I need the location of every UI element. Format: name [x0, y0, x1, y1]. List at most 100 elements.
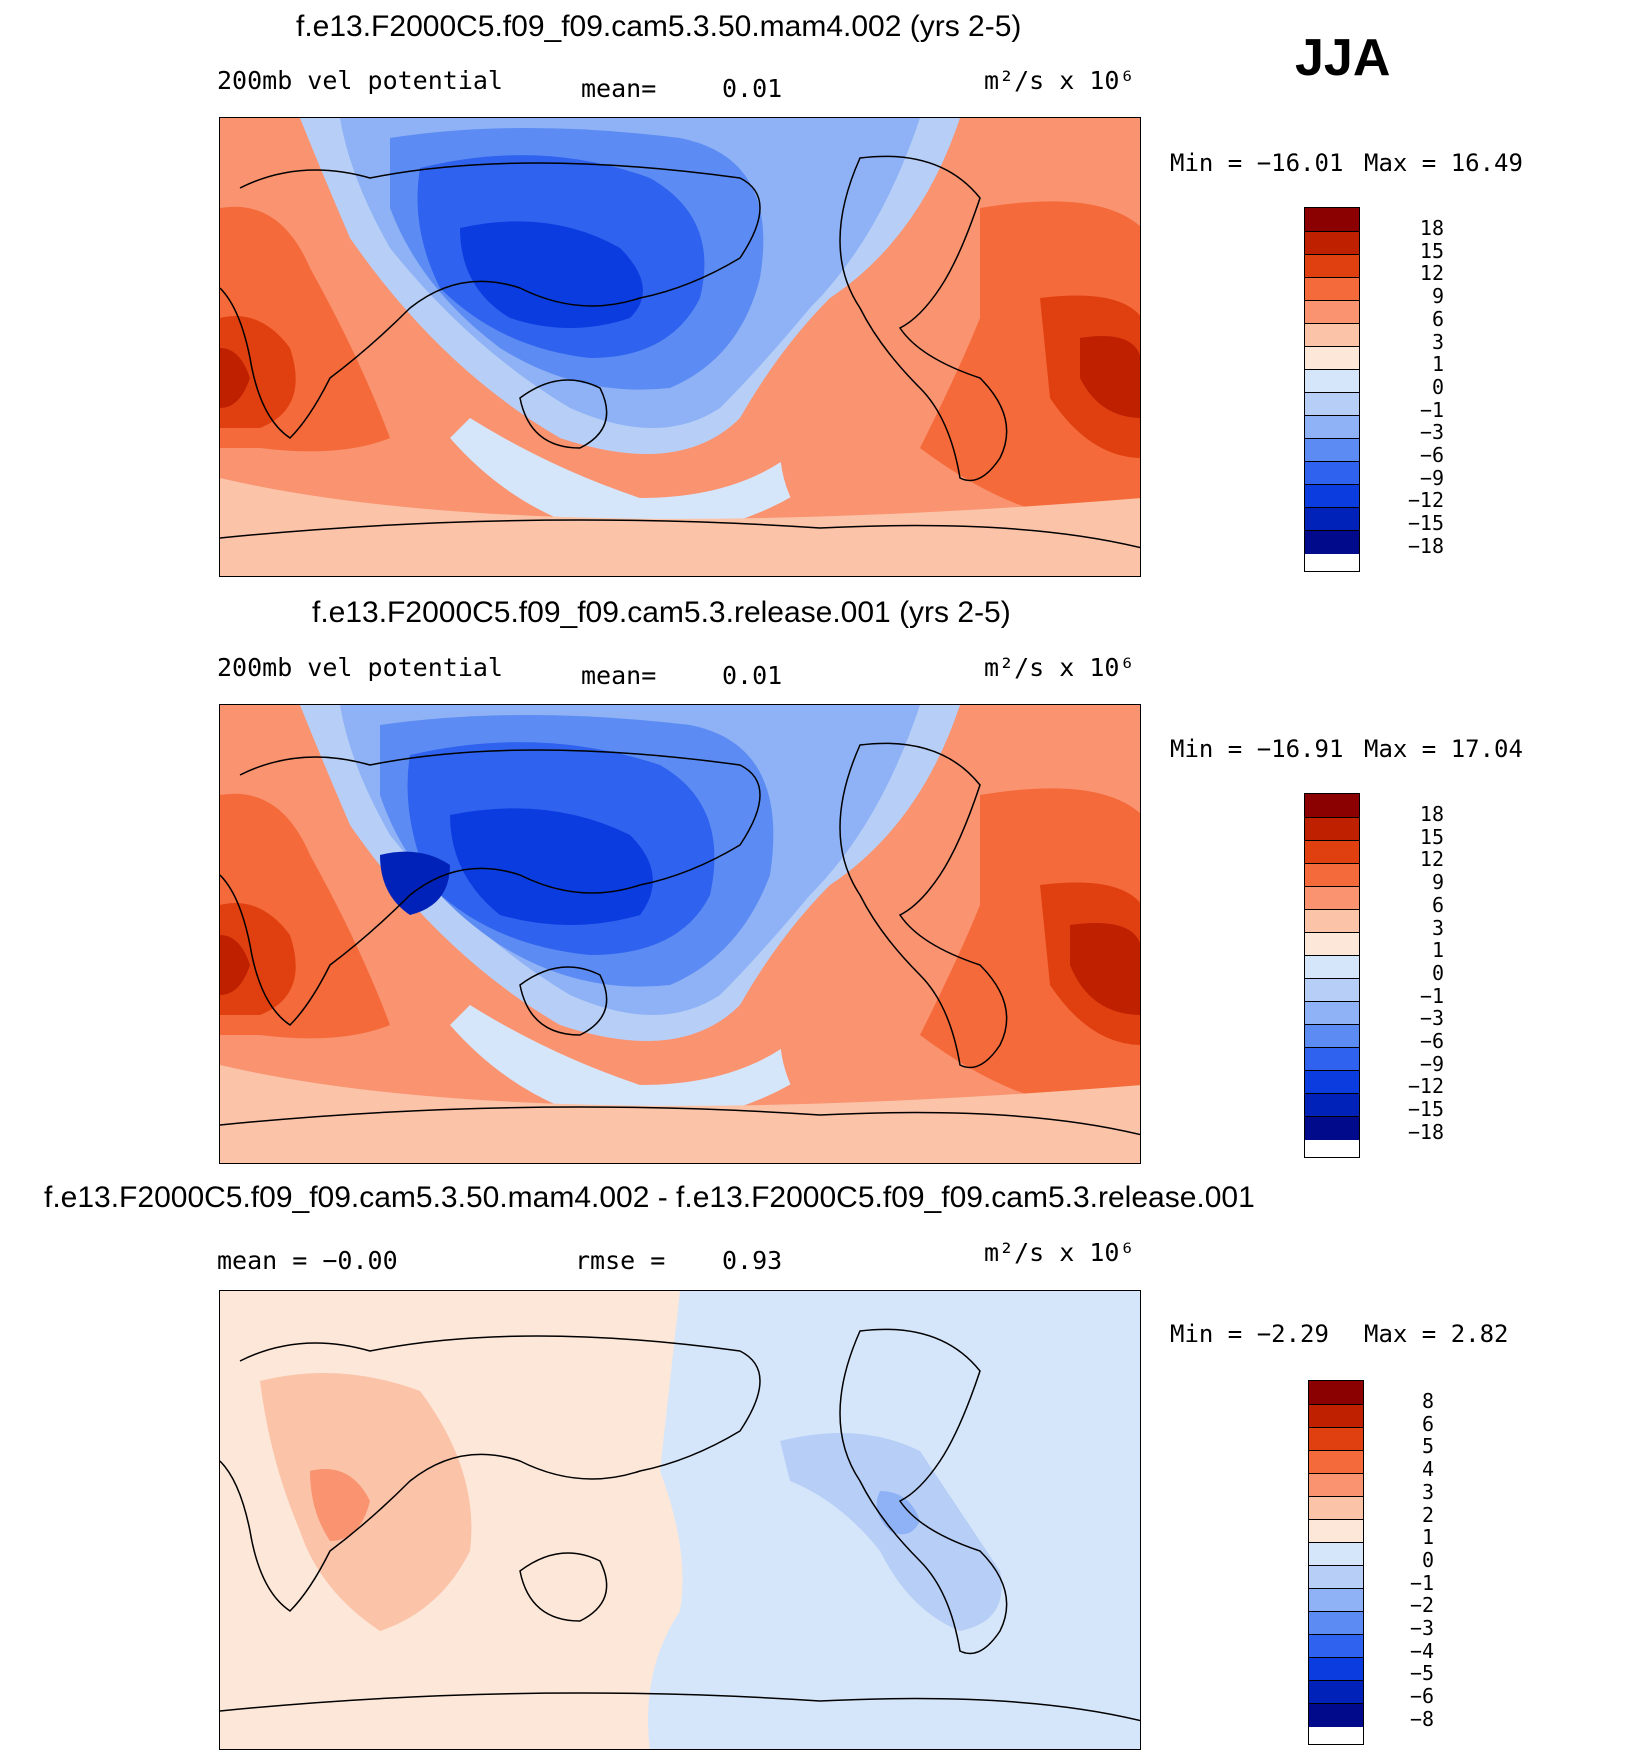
cbar1-tick: 6 — [1431, 306, 1444, 331]
cbar3-band — [1309, 1520, 1363, 1543]
cbar1-tick: −9 — [1419, 465, 1444, 490]
cbar2-tick: 0 — [1431, 960, 1444, 985]
panel1-mean-value: 0.01 — [722, 74, 783, 103]
cbar2-tick: 9 — [1431, 870, 1444, 895]
cbar2-band — [1305, 1094, 1359, 1117]
cbar2-band — [1305, 864, 1359, 887]
cbar1-band — [1305, 347, 1359, 370]
cbar1-tick: −12 — [1407, 488, 1444, 513]
cbar1-band — [1305, 324, 1359, 347]
cbar2-band — [1305, 794, 1359, 818]
cbar2-tick: 12 — [1419, 847, 1444, 872]
cbar2-tick: −12 — [1407, 1074, 1444, 1099]
cbar1-tick: −6 — [1419, 443, 1444, 467]
cbar2-tick: −9 — [1419, 1051, 1444, 1076]
cbar3-band — [1309, 1451, 1363, 1474]
cbar1-tick: −1 — [1419, 397, 1444, 422]
cbar1-band — [1305, 485, 1359, 508]
cbar2-tick: −15 — [1407, 1097, 1444, 1122]
cbar3-band — [1309, 1704, 1363, 1727]
cbar3-band — [1309, 1497, 1363, 1520]
cbar1-tick: 1 — [1431, 352, 1444, 377]
cbar3-tick: −2 — [1409, 1593, 1434, 1618]
cbar3-tick: 2 — [1421, 1502, 1434, 1527]
cbar3-band — [1309, 1589, 1363, 1612]
panel1-units: m²/s x 10⁶ — [984, 66, 1135, 95]
panel2-colorbar — [1304, 793, 1360, 1158]
panel3-title: f.e13.F2000C5.f09_f09.cam5.3.50.mam4.002… — [44, 1181, 1255, 1214]
cbar2-tick: −6 — [1419, 1029, 1444, 1053]
cbar3-tick: 3 — [1421, 1479, 1434, 1504]
panel2-min: Min = −16.91 — [1170, 735, 1344, 763]
cbar2-band — [1305, 1002, 1359, 1025]
panel2-title: f.e13.F2000C5.f09_f09.cam5.3.release.001… — [312, 596, 1011, 629]
panel2-variable-label: 200mb vel potential — [217, 653, 503, 682]
panel2-mean-label: mean= — [581, 661, 657, 690]
cbar3-tick: −4 — [1409, 1638, 1434, 1663]
panel2-units: m²/s x 10⁶ — [984, 653, 1135, 682]
panel1-colorbar — [1304, 207, 1360, 572]
cbar3-tick: 4 — [1421, 1457, 1434, 1482]
panel3-max: Max = 2.82 — [1364, 1320, 1509, 1348]
cbar3-band — [1309, 1635, 1363, 1658]
panel1-title: f.e13.F2000C5.f09_f09.cam5.3.50.mam4.002… — [296, 10, 1022, 43]
panel2-mean-value: 0.01 — [722, 661, 783, 690]
cbar3-tick: 1 — [1421, 1525, 1434, 1550]
cbar2-band — [1305, 979, 1359, 1002]
season-label: JJA — [1295, 29, 1391, 87]
panel3-rmse-value: 0.93 — [722, 1246, 783, 1275]
cbar2-tick: 6 — [1431, 892, 1444, 917]
cbar3-band — [1309, 1681, 1363, 1704]
cbar3-band — [1309, 1612, 1363, 1635]
cbar2-tick: −3 — [1419, 1006, 1444, 1031]
cbar1-tick: 18 — [1419, 216, 1444, 240]
cbar1-band — [1305, 393, 1359, 416]
panel3-colorbar-ticks: 8 6 5 4 3 2 1 0 −1 −2 −3 −4 −5 −6 −8 — [1374, 1391, 1434, 1731]
cbar3-tick: −1 — [1409, 1570, 1434, 1595]
cbar2-band — [1305, 1071, 1359, 1094]
cbar3-tick: 0 — [1421, 1547, 1434, 1572]
cbar3-band — [1309, 1405, 1363, 1428]
cbar1-tick: −15 — [1407, 511, 1444, 536]
cbar1-band — [1305, 508, 1359, 531]
cbar1-band — [1305, 370, 1359, 393]
cbar3-band — [1309, 1566, 1363, 1589]
panel3-rmse-label: rmse = — [575, 1246, 666, 1275]
cbar3-band — [1309, 1381, 1363, 1405]
cbar1-band — [1305, 208, 1359, 232]
cbar1-tick: 0 — [1431, 374, 1444, 399]
cbar2-band — [1305, 887, 1359, 910]
cbar3-tick: 5 — [1421, 1434, 1434, 1459]
panel3-mean-label: mean = −0.00 — [217, 1246, 398, 1275]
cbar1-tick: −18 — [1407, 533, 1444, 558]
cbar1-band — [1305, 301, 1359, 324]
cbar2-tick: −1 — [1419, 983, 1444, 1008]
cbar2-tick: 18 — [1419, 802, 1444, 826]
cbar1-tick: −3 — [1419, 420, 1444, 445]
panel2-max: Max = 17.04 — [1364, 735, 1523, 763]
panel1-max: Max = 16.49 — [1364, 149, 1523, 177]
cbar3-band — [1309, 1474, 1363, 1497]
panel3-map — [219, 1290, 1141, 1750]
cbar1-band — [1305, 462, 1359, 485]
cbar1-tick: 3 — [1431, 329, 1444, 354]
cbar3-tick: −8 — [1409, 1706, 1434, 1731]
cbar3-tick: −3 — [1409, 1616, 1434, 1640]
cbar2-tick: −18 — [1407, 1119, 1444, 1144]
panel1-min: Min = −16.01 — [1170, 149, 1344, 177]
cbar1-band — [1305, 416, 1359, 439]
panel2-colorbar-ticks: 18 15 12 9 6 3 1 0 −1 −3 −6 −9 −12 −15 −… — [1370, 804, 1444, 1144]
cbar3-tick: 6 — [1421, 1411, 1434, 1436]
cbar2-band — [1305, 818, 1359, 841]
cbar2-tick: 15 — [1419, 824, 1444, 849]
cbar2-band — [1305, 956, 1359, 979]
cbar1-band — [1305, 255, 1359, 278]
cbar2-band — [1305, 1117, 1359, 1140]
cbar2-tick: 1 — [1431, 938, 1444, 963]
cbar2-band — [1305, 841, 1359, 864]
panel1-variable-label: 200mb vel potential — [217, 66, 503, 95]
panel1-colorbar-ticks: 18 15 12 9 6 3 1 0 −1 −3 −6 −9 −12 −15 −… — [1370, 218, 1444, 558]
cbar2-band — [1305, 1048, 1359, 1071]
cbar1-band — [1305, 439, 1359, 462]
cbar3-band — [1309, 1658, 1363, 1681]
